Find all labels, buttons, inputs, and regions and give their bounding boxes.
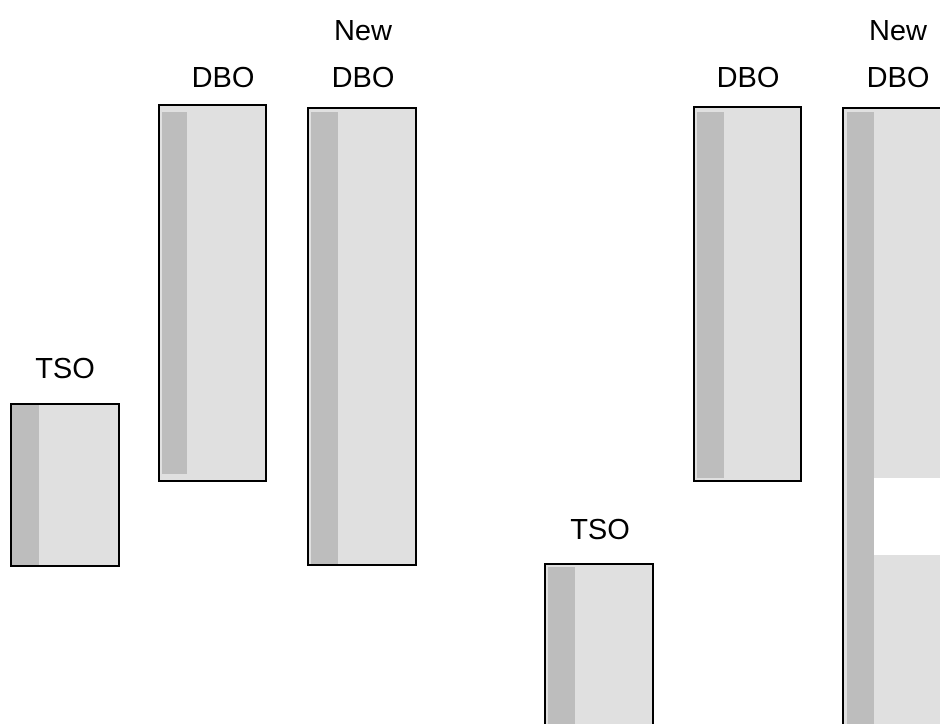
right-tso-block (544, 563, 654, 724)
left-group: TSO DBO New DBO (10, 15, 417, 567)
left-new-dbo-label-line1: New (334, 15, 393, 47)
right-tso-label: TSO (570, 514, 630, 546)
right-new-dbo-block (842, 107, 940, 724)
left-dbo-block (158, 104, 267, 482)
right-new-dbo-label-line1: New (869, 15, 928, 47)
right-group: TSO DBO New DBO (544, 15, 940, 724)
right-dbo-label: DBO (717, 62, 780, 94)
left-dbo-label: DBO (192, 62, 255, 94)
left-new-dbo-label-line2: DBO (332, 62, 395, 94)
left-tso-block (10, 403, 120, 567)
right-new-dbo-label-line2: DBO (867, 62, 930, 94)
left-tso-label: TSO (35, 353, 95, 385)
right-dbo-block (693, 106, 802, 482)
left-new-dbo-block (307, 107, 417, 566)
right-new-dbo-gap (874, 478, 940, 555)
